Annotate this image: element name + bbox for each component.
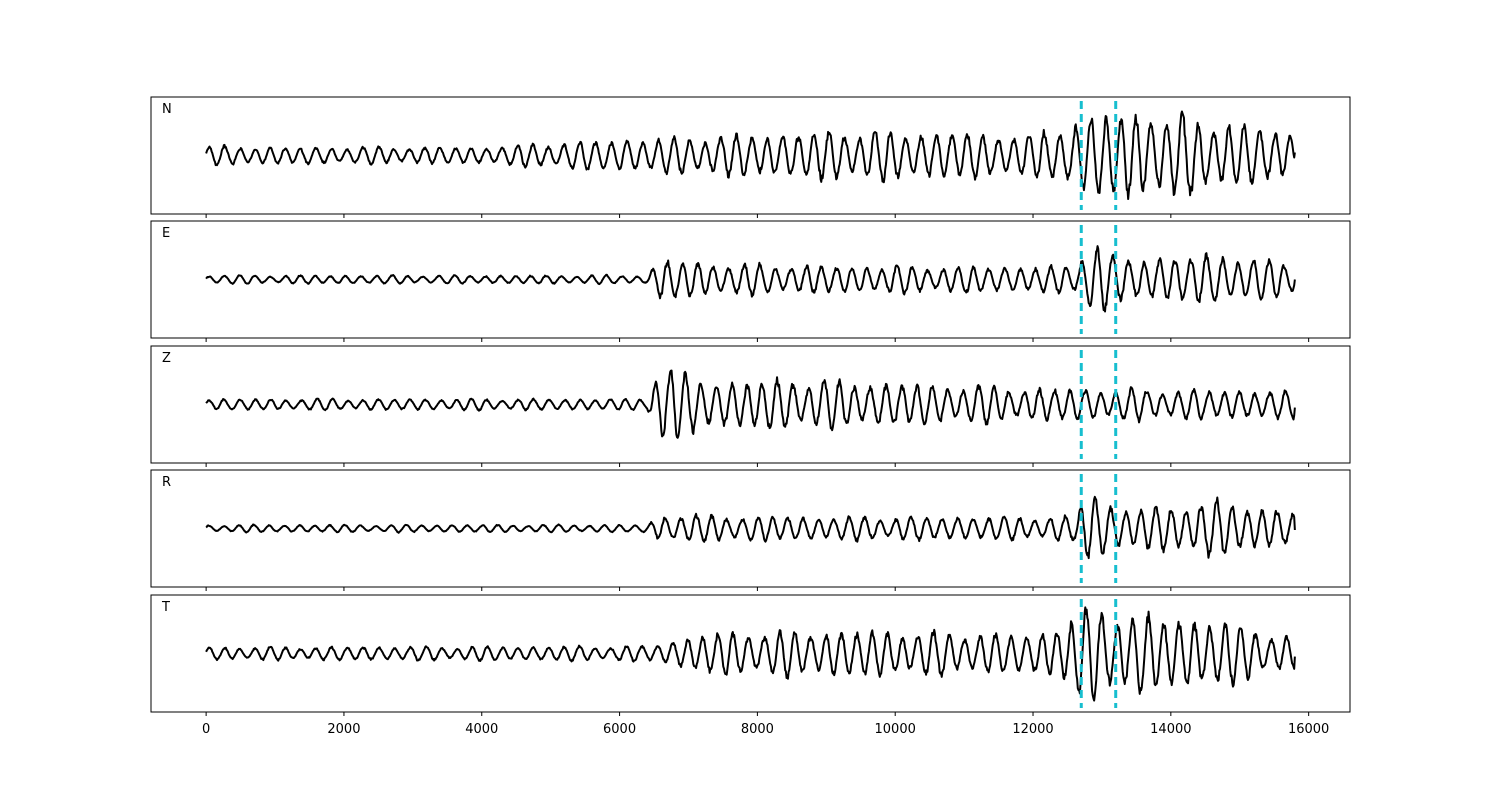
x-tick-label: 14000 (1150, 722, 1191, 737)
panel-label-t: T (161, 600, 170, 615)
panel-r: R (150, 469, 1351, 591)
panel-t: T (150, 594, 1351, 716)
x-tick-label: 16000 (1288, 722, 1329, 737)
x-tick-label: 12000 (1012, 722, 1053, 737)
panel-e: E (150, 220, 1351, 342)
panel-n: N (150, 96, 1351, 218)
x-tick-label: 4000 (465, 722, 498, 737)
waveform-r (205, 495, 1296, 560)
x-tick-label: 8000 (741, 722, 774, 737)
panel-z: Z (150, 345, 1351, 467)
x-tick-label: 10000 (875, 722, 916, 737)
waveform-z (205, 369, 1296, 439)
x-tick-label: 6000 (603, 722, 636, 737)
panel-frame (150, 220, 1351, 339)
panel-label-r: R (162, 475, 171, 490)
panel-label-n: N (162, 102, 172, 117)
panel-frame (150, 594, 1351, 713)
panel-frame (150, 96, 1351, 215)
panel-label-e: E (162, 226, 170, 241)
waveform-t (205, 606, 1296, 702)
waveform-e (205, 245, 1296, 313)
x-tick-label: 2000 (327, 722, 360, 737)
x-axis: 0 2000 4000 6000 8000 10000 12000 14000 16000 (202, 722, 1329, 737)
x-tick-label: 0 (202, 722, 210, 737)
panel-frame (150, 469, 1351, 588)
panel-label-z: Z (162, 351, 171, 366)
panel-frame (150, 345, 1351, 464)
waveform-n (205, 110, 1296, 201)
panels-group: N E Z R T (150, 96, 1351, 716)
